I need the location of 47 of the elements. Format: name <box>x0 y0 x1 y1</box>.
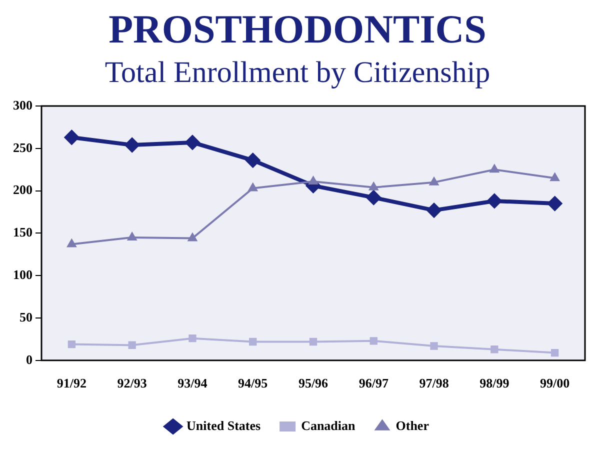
point <box>366 190 381 205</box>
point <box>68 340 76 348</box>
x-tick-label: 99/00 <box>540 376 570 391</box>
point <box>64 130 79 144</box>
x-tick-label: 92/93 <box>117 376 148 391</box>
x-tick-label: 93/94 <box>178 376 208 391</box>
chart-subtitle: Total Enrollment by Citizenship <box>104 56 490 89</box>
y-tick-label: 50 <box>20 309 32 324</box>
point <box>309 338 318 346</box>
x-tick-label: 94/95 <box>238 376 268 391</box>
y-tick-label: 250 <box>13 140 32 155</box>
x-tick-label: 91/92 <box>56 376 87 391</box>
point <box>128 232 137 240</box>
legend-label: Other <box>396 418 430 433</box>
point <box>125 138 140 152</box>
y-tick-label: 0 <box>26 352 32 367</box>
y-tick-label: 100 <box>13 266 32 282</box>
x-tick-label: 98/99 <box>480 376 510 391</box>
point <box>308 176 318 184</box>
point <box>550 348 559 357</box>
point <box>548 196 562 211</box>
point <box>550 173 560 182</box>
point <box>427 203 442 218</box>
point <box>487 194 502 208</box>
y-tick-label: 300 <box>13 97 32 112</box>
chart-title: PROSTHODONTICS <box>108 6 486 52</box>
point <box>430 177 438 186</box>
legend-label: Canadian <box>301 418 356 433</box>
point <box>490 164 499 173</box>
point <box>369 182 378 190</box>
y-tick-label: 150 <box>13 224 32 240</box>
point <box>430 342 438 350</box>
point <box>246 153 260 168</box>
point <box>188 233 197 242</box>
point <box>128 341 136 349</box>
x-tick-label: 95/96 <box>298 376 329 391</box>
point <box>490 346 498 354</box>
point <box>67 239 76 248</box>
point <box>249 338 257 346</box>
y-tick-label: 200 <box>13 182 32 198</box>
x-tick-label: 96/97 <box>358 376 389 391</box>
point <box>370 337 378 345</box>
point <box>248 183 258 192</box>
point <box>185 135 200 150</box>
legend-label: United States <box>186 418 261 433</box>
x-tick-label: 97/98 <box>419 376 450 391</box>
point <box>188 334 196 342</box>
